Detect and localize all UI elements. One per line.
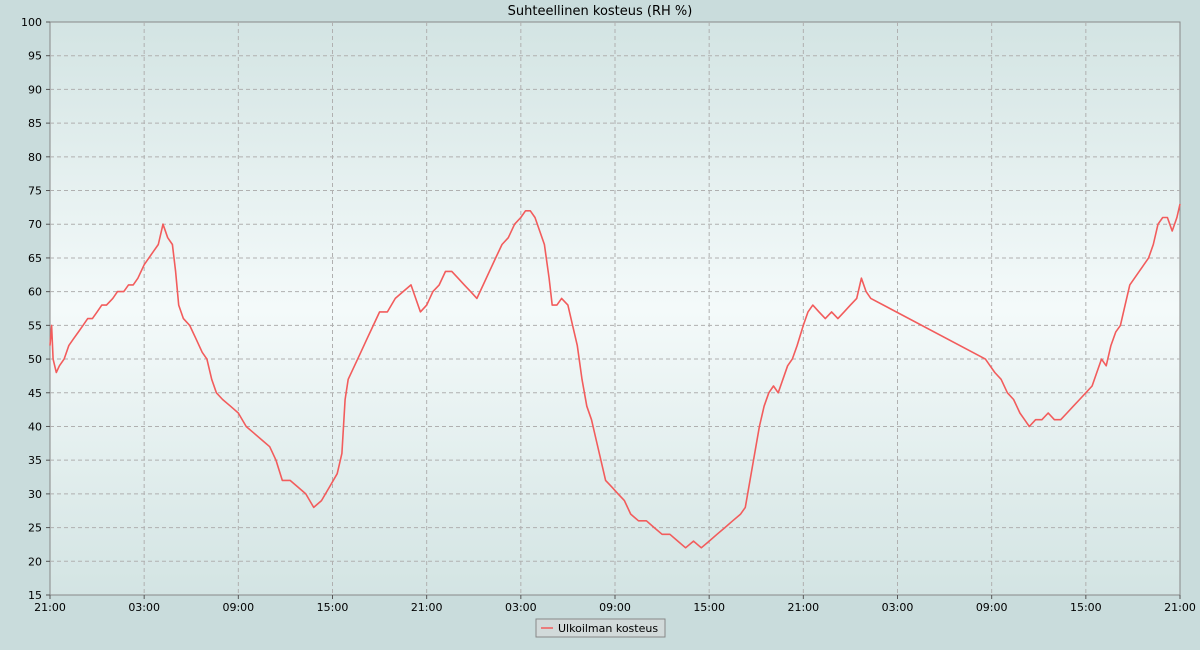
- y-tick-label: 70: [28, 218, 42, 231]
- x-tick-label: 09:00: [976, 601, 1008, 614]
- y-tick-label: 95: [28, 50, 42, 63]
- legend-label: Ulkoilman kosteus: [558, 622, 658, 635]
- y-tick-label: 55: [28, 319, 42, 332]
- x-tick-label: 09:00: [222, 601, 254, 614]
- y-tick-label: 90: [28, 83, 42, 96]
- x-tick-label: 21:00: [1164, 601, 1196, 614]
- chart-title: Suhteellinen kosteus (RH %): [508, 4, 693, 19]
- y-tick-label: 65: [28, 252, 42, 265]
- y-tick-label: 30: [28, 488, 42, 501]
- y-tick-label: 85: [28, 117, 42, 130]
- series-group: [49, 203, 1181, 549]
- y-tick-label: 50: [28, 353, 42, 366]
- x-axis: 21:00 03:00 09:00 15:00 21:00 03:00 09:00 15:00…: [34, 595, 1196, 614]
- y-tick-label: 15: [28, 589, 42, 602]
- y-tick-label: 75: [28, 185, 42, 198]
- x-tick-label: 21:00: [411, 601, 443, 614]
- x-tick-label: 15:00: [1070, 601, 1102, 614]
- y-tick-label: 20: [28, 555, 42, 568]
- x-tick-label: 15:00: [693, 601, 725, 614]
- y-tick-label: 35: [28, 454, 42, 467]
- legend: Ulkoilman kosteus: [535, 618, 666, 638]
- x-tick-label: 03:00: [128, 601, 160, 614]
- y-tick-label: 80: [28, 151, 42, 164]
- legend-box: [535, 618, 666, 638]
- grid-lines: [50, 22, 1180, 595]
- x-tick-label: 03:00: [505, 601, 537, 614]
- series-line: [49, 203, 1181, 549]
- y-tick-label: 100: [21, 16, 42, 29]
- x-tick-label: 15:00: [317, 601, 349, 614]
- x-tick-label: 03:00: [882, 601, 914, 614]
- y-tick-label: 60: [28, 286, 42, 299]
- x-tick-label: 21:00: [787, 601, 819, 614]
- y-tick-label: 40: [28, 420, 42, 433]
- y-tick-label: 25: [28, 522, 42, 535]
- x-tick-label: 21:00: [34, 601, 66, 614]
- y-axis: 15 20 25 30 35 40 45 50 55 60 65 70 75 80 85 90 95 100: [21, 16, 50, 602]
- y-tick-label: 45: [28, 387, 42, 400]
- x-tick-label: 09:00: [599, 601, 631, 614]
